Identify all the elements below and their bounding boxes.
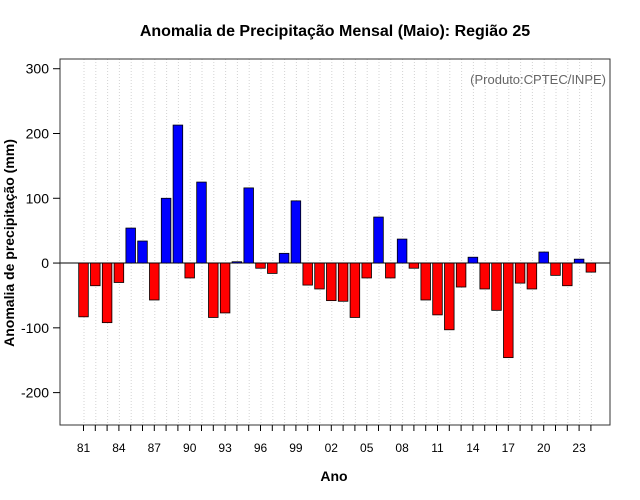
product-credit: (Produto:CPTEC/INPE): [470, 72, 606, 87]
x-tick-label: 02: [325, 441, 339, 455]
bar-1984: [113, 262, 125, 283]
bar-2021: [550, 262, 561, 276]
bar-1993: [219, 262, 231, 314]
bar-1998: [278, 252, 290, 264]
y-tick-label: 300: [26, 61, 50, 77]
bar-2022: [562, 262, 573, 287]
vertical-grid-lines: [83, 59, 592, 425]
bar-2015: [479, 262, 490, 290]
x-tick-label: 11: [431, 441, 444, 455]
bar-2003: [337, 262, 349, 302]
y-axis-title: Anomalia de precipitação (mm): [1, 139, 17, 347]
bar-2002: [326, 262, 337, 302]
bar-1986: [137, 240, 148, 264]
y-tick-label: 100: [26, 190, 50, 206]
x-tick-label: 96: [254, 441, 268, 455]
bar-1991: [196, 181, 207, 264]
bar-2019: [526, 262, 538, 290]
x-tick-label: 14: [466, 441, 480, 455]
bar-2014: [467, 256, 479, 264]
y-tick-label: -200: [21, 385, 49, 401]
bar-1987: [149, 262, 160, 301]
x-tick-label: 17: [502, 441, 516, 455]
x-tick-label: 84: [112, 441, 126, 455]
x-tick-label: 93: [218, 441, 232, 455]
x-tick-label: 23: [572, 441, 586, 455]
bar-1989: [172, 124, 184, 264]
bar-2006: [373, 216, 384, 264]
bar-1996: [255, 262, 266, 269]
bar-1982: [90, 262, 101, 287]
x-tick-label: 20: [537, 441, 551, 455]
x-axis-title: Ano: [320, 468, 347, 484]
y-tick-label: -100: [21, 320, 49, 336]
bar-2005: [361, 262, 372, 279]
bar-1994: [231, 261, 243, 264]
bar-2001: [314, 262, 325, 290]
bar-2010: [420, 262, 431, 301]
plot-frame: [59, 58, 611, 426]
bar-2000: [302, 262, 313, 286]
y-axis: -200 -100 0 100 200 300: [21, 61, 60, 401]
bar-2023: [573, 258, 585, 264]
bar-2013: [455, 262, 467, 288]
chart-title: Anomalia de Precipitação Mensal (Maio): …: [140, 23, 530, 40]
x-tick-label: 90: [183, 441, 197, 455]
x-tick-label: 81: [77, 441, 91, 455]
bar-2009: [408, 262, 420, 269]
bar-2018: [514, 262, 526, 284]
bar-2011: [432, 262, 443, 316]
x-axis: 81 84 87 90 93 96 99 02 05 08 11 14 17 20 23: [77, 425, 592, 455]
bar-2012: [444, 262, 455, 331]
bar-2024: [585, 262, 597, 273]
bar-2016: [491, 262, 502, 311]
x-tick-label: 87: [148, 441, 162, 455]
bar-2020: [538, 251, 549, 264]
bar-1988: [160, 197, 172, 264]
bar-2008: [396, 238, 408, 264]
bar-1997: [267, 262, 278, 274]
bar-1985: [125, 227, 136, 264]
bar-1995: [243, 187, 254, 264]
bars: [78, 124, 597, 359]
x-tick-label: 05: [360, 441, 374, 455]
bar-1981: [78, 262, 89, 318]
bar-1983: [101, 262, 113, 324]
bar-2017: [503, 262, 514, 359]
bar-1992: [208, 262, 219, 318]
bar-1999: [290, 200, 302, 264]
x-tick-label: 08: [395, 441, 409, 455]
bar-1990: [184, 262, 195, 279]
bar-2007: [385, 262, 396, 279]
y-tick-label: 200: [26, 125, 50, 141]
bar-2004: [349, 262, 361, 318]
y-tick-label: 0: [41, 255, 49, 271]
x-tick-label: 99: [289, 441, 303, 455]
